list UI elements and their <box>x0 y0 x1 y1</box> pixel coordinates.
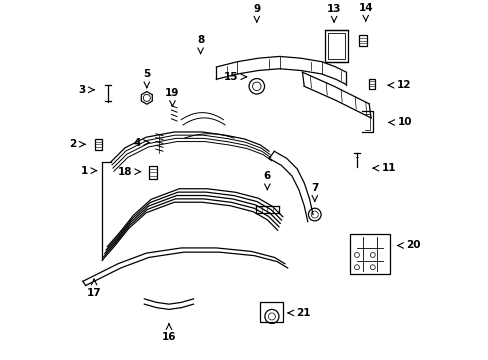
Text: 20: 20 <box>406 240 420 251</box>
Text: 13: 13 <box>326 4 341 14</box>
Text: 5: 5 <box>143 69 150 79</box>
Bar <box>368 79 374 89</box>
Text: 4: 4 <box>133 138 141 148</box>
Text: 11: 11 <box>381 163 395 173</box>
Text: 8: 8 <box>197 35 204 45</box>
Text: 16: 16 <box>162 332 176 342</box>
Text: 6: 6 <box>263 171 270 181</box>
Text: 12: 12 <box>396 80 410 90</box>
Text: 14: 14 <box>358 3 372 13</box>
Text: 19: 19 <box>165 88 179 98</box>
Bar <box>349 234 389 274</box>
Text: 21: 21 <box>296 308 310 318</box>
Bar <box>327 32 345 59</box>
Text: 7: 7 <box>310 183 318 193</box>
Bar <box>359 35 366 46</box>
Bar <box>149 166 157 179</box>
Bar <box>325 30 347 62</box>
Text: 18: 18 <box>117 167 132 177</box>
Text: 2: 2 <box>69 139 77 149</box>
Text: 10: 10 <box>397 117 411 127</box>
Bar <box>95 139 102 149</box>
Text: 3: 3 <box>78 85 85 95</box>
Bar <box>260 302 283 322</box>
Text: 17: 17 <box>86 288 101 298</box>
Text: 15: 15 <box>223 72 238 82</box>
Text: 9: 9 <box>253 4 260 14</box>
Text: 1: 1 <box>81 166 88 176</box>
